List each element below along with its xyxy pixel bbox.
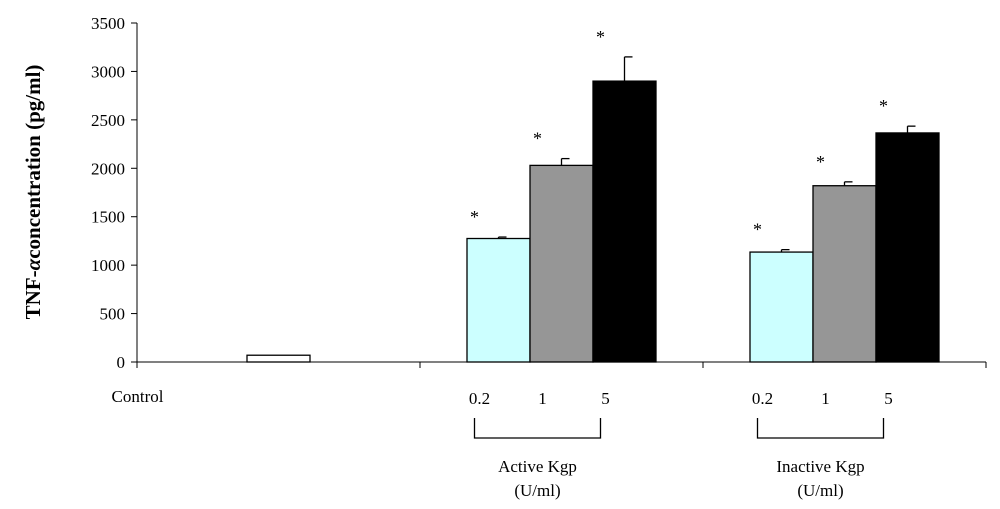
y-tick-label: 1500 xyxy=(91,208,125,227)
y-tick-label: 0 xyxy=(117,353,126,372)
y-tick-label: 3000 xyxy=(91,62,125,81)
group-bracket xyxy=(756,418,885,439)
dose-label: 1 xyxy=(821,389,830,408)
dose-label: 5 xyxy=(884,389,893,408)
dose-label: 1 xyxy=(538,389,547,408)
bracket-unit-label: (U/ml) xyxy=(514,481,560,500)
significance-marker: * xyxy=(753,220,762,240)
significance-marker: * xyxy=(879,96,888,116)
dose-label: 0.2 xyxy=(469,389,490,408)
significance-marker: * xyxy=(596,27,605,47)
y-axis-label-suffix: concentration (pg/ml) xyxy=(21,65,45,259)
y-tick-label: 2500 xyxy=(91,111,125,130)
dose-label: 5 xyxy=(601,389,610,408)
bar xyxy=(529,164,594,363)
bar xyxy=(592,80,657,363)
bar xyxy=(749,251,814,363)
significance-marker: * xyxy=(816,152,825,172)
bar xyxy=(246,354,311,363)
y-tick-label: 500 xyxy=(100,305,126,324)
significance-marker: * xyxy=(470,207,479,227)
significance-marker: * xyxy=(533,129,542,149)
labels: Control * 0.2 * 1 * 5 Active Kgp (U/ml) * 0.2 * 1 * 5 I… xyxy=(112,27,893,500)
bracket-label: Active Kgp xyxy=(498,457,577,476)
group-label: Control xyxy=(112,387,164,406)
y-tick-label: 2000 xyxy=(91,159,125,178)
bar xyxy=(812,185,877,363)
bar xyxy=(875,132,940,363)
group-bracket xyxy=(473,418,602,439)
alpha-symbol: α xyxy=(21,258,45,270)
bracket-unit-label: (U/ml) xyxy=(797,481,843,500)
y-tick-label: 3500 xyxy=(91,14,125,33)
y-axis-label-prefix: TNF- xyxy=(21,270,45,319)
bar xyxy=(466,237,531,363)
bracket-label: Inactive Kgp xyxy=(776,457,864,476)
dose-label: 0.2 xyxy=(752,389,773,408)
bars xyxy=(246,56,940,363)
y-axis-label: TNF-αconcentration (pg/ml) xyxy=(21,65,45,320)
y-tick-label: 1000 xyxy=(91,256,125,275)
